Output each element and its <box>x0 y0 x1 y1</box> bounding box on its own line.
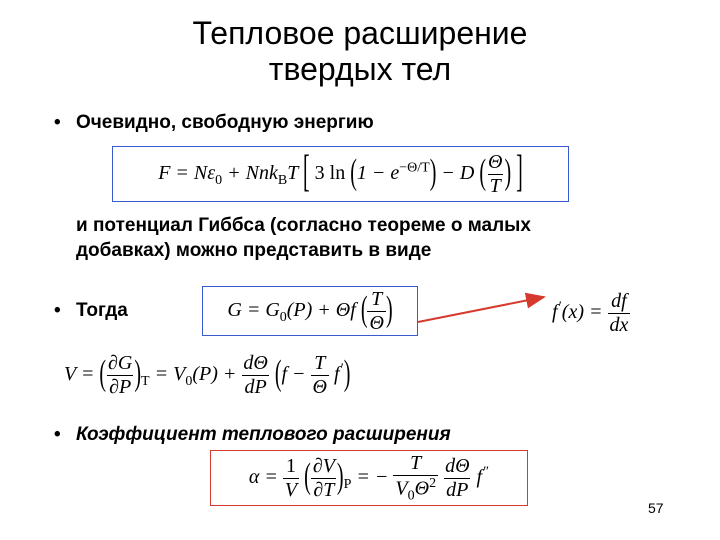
bullet-mark-icon: • <box>54 300 61 322</box>
formula-gibbs: G = G0(P) + Θf (TΘ) <box>227 288 392 335</box>
bullet-1-continuation: и потенциал Гиббса (согласно теореме о м… <box>76 214 531 263</box>
bullet-2-text: Тогда <box>76 300 128 321</box>
bullet-mark-icon: • <box>54 424 61 446</box>
formula-alpha-box: α = 1V (∂V∂T)P = − TV0Θ2 dΘdP f ″ <box>210 450 528 506</box>
formula-volume: V = (∂G∂P)T = V0(P) + dΘdP (f − TΘ f ′) <box>64 352 350 399</box>
title-line-2: твердых тел <box>269 51 451 87</box>
page-number: 57 <box>648 500 664 516</box>
bullet-1-cont-line2: добавках) можно представить в виде <box>76 240 431 261</box>
formula-free-energy: F = Nε0 + NnkBT [ 3 ln (1 − e−Θ/T) − D (… <box>158 151 523 198</box>
bullet-3: • Коэффициент теплового расширения <box>76 424 451 446</box>
formula-alpha: α = 1V (∂V∂T)P = − TV0Θ2 dΘdP f ″ <box>249 452 489 505</box>
bullet-1-text: Очевидно, свободную энергию <box>76 112 374 133</box>
bullet-2: • Тогда <box>76 300 128 322</box>
title-line-1: Тепловое расширение <box>193 15 528 51</box>
slide: Тепловое расширение твердых тел • Очевид… <box>0 0 720 540</box>
bullet-1: • Очевидно, свободную энергию <box>76 112 374 134</box>
formula-free-energy-box: F = Nε0 + NnkBT [ 3 ln (1 − e−Θ/T) − D (… <box>112 146 569 202</box>
bullet-1-cont-line1: и потенциал Гиббса (согласно теореме о м… <box>76 215 531 236</box>
formula-gibbs-box: G = G0(P) + Θf (TΘ) <box>202 286 418 336</box>
slide-title: Тепловое расширение твердых тел <box>0 0 720 88</box>
bullet-mark-icon: • <box>54 112 61 134</box>
formula-fprime: f ′(x) = dfdx <box>552 290 630 337</box>
bullet-3-text: Коэффициент теплового расширения <box>76 424 451 445</box>
